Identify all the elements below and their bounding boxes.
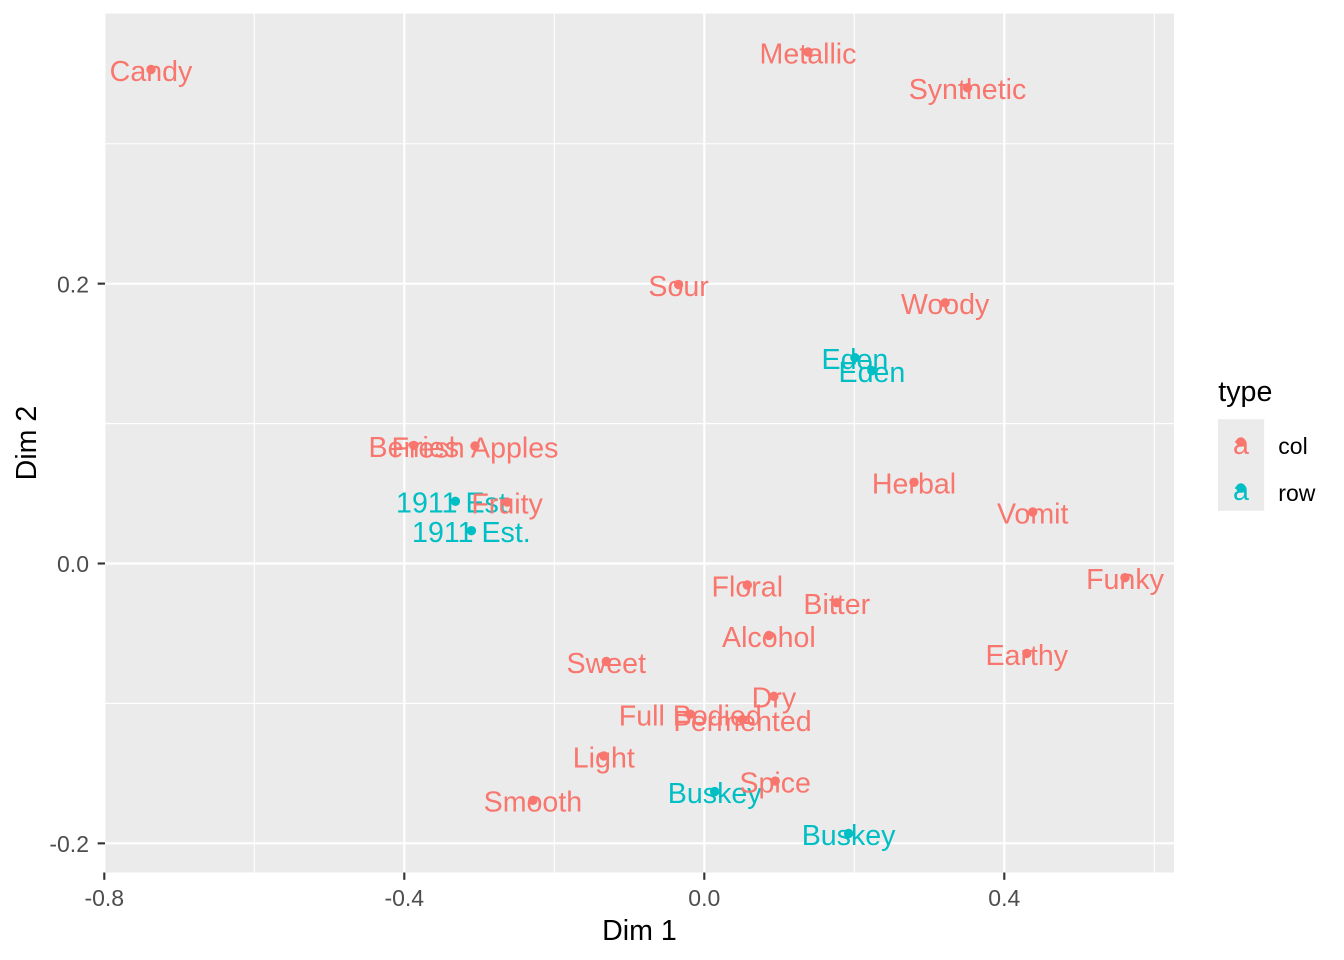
svg-text:Dim 1: Dim 1 bbox=[602, 915, 677, 947]
svg-text:row: row bbox=[1278, 480, 1315, 506]
svg-text:-0.4: -0.4 bbox=[384, 885, 424, 911]
svg-text:col: col bbox=[1278, 433, 1307, 459]
svg-text:-0.8: -0.8 bbox=[84, 885, 124, 911]
svg-text:Dim 2: Dim 2 bbox=[11, 406, 43, 481]
svg-text:0.0: 0.0 bbox=[57, 551, 89, 577]
svg-text:0.0: 0.0 bbox=[688, 885, 720, 911]
svg-text:0.4: 0.4 bbox=[988, 885, 1020, 911]
svg-text:type: type bbox=[1218, 376, 1272, 408]
svg-text:-0.2: -0.2 bbox=[49, 831, 89, 857]
svg-text:0.2: 0.2 bbox=[57, 271, 89, 297]
